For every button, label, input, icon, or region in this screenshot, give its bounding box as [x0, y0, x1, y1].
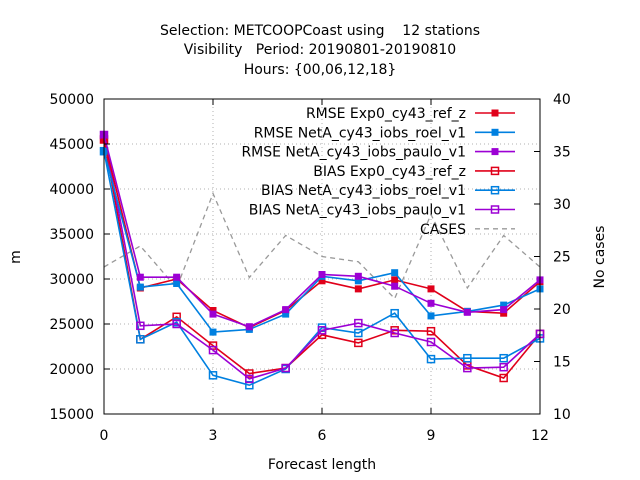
title-line-2: Visibility Period: 20190801-20190810	[184, 42, 456, 58]
data-point	[209, 328, 217, 336]
series-line	[103, 151, 541, 387]
title-line-3: Hours: {00,06,12,18}	[244, 62, 397, 78]
y2-tick-label: 20	[553, 302, 571, 318]
title-line-1: Selection: METCOOPCoast using 12 station…	[160, 23, 480, 39]
legend-swatch-marker	[491, 109, 499, 117]
y2-tick-label: 30	[553, 197, 571, 213]
data-point	[173, 273, 181, 281]
data-point	[499, 353, 508, 363]
y2-axis-label: No cases	[592, 226, 608, 289]
y2-tick-label: 25	[553, 250, 571, 266]
x-tick-label: 3	[209, 428, 218, 444]
y2-tick-label: 35	[553, 145, 571, 161]
y-tick-label: 25000	[49, 317, 94, 333]
data-point	[245, 323, 253, 331]
legend-swatch-marker	[490, 166, 500, 176]
data-point	[427, 299, 435, 307]
y2-tick-label: 40	[553, 92, 571, 108]
data-point	[208, 371, 218, 380]
data-point	[173, 280, 181, 287]
data-point	[245, 374, 254, 384]
data-point	[317, 326, 327, 335]
data-point	[282, 306, 290, 314]
data-point	[427, 285, 435, 293]
legend-label: BIAS NetA_cy43_iobs_roel_v1	[261, 183, 466, 199]
legend-swatch-marker	[491, 148, 499, 156]
x-tick-label: 0	[100, 428, 109, 444]
legend-label: BIAS NetA_cy43_iobs_paulo_v1	[249, 203, 466, 219]
y-tick-label: 40000	[49, 182, 94, 198]
title: Selection: METCOOPCoast using 12 station…	[160, 23, 480, 78]
y-tick-label: 20000	[49, 362, 94, 378]
series-3	[100, 131, 544, 331]
data-point	[463, 353, 472, 363]
data-point	[136, 273, 144, 281]
data-point	[172, 319, 181, 329]
data-point	[354, 328, 363, 338]
series-7	[103, 191, 541, 300]
data-point	[354, 338, 363, 348]
data-point	[245, 369, 254, 378]
data-point	[208, 341, 218, 350]
data-point	[354, 285, 362, 293]
data-point	[500, 306, 508, 314]
data-point	[208, 345, 218, 355]
data-point	[426, 326, 436, 336]
data-point	[427, 312, 435, 320]
legend-swatch-marker	[491, 128, 499, 136]
series-layer	[99, 130, 545, 390]
legend-label: CASES	[420, 222, 466, 238]
axes: 15000 20000 25000 30000 35000 40000 45000 50000…	[49, 92, 570, 444]
legend-swatch-marker	[490, 205, 500, 214]
data-point	[354, 318, 363, 328]
y-tick-label: 30000	[49, 272, 94, 288]
data-point	[463, 363, 472, 373]
y-tick-label: 50000	[49, 92, 94, 108]
legend-label: RMSE Exp0_cy43_ref_z	[306, 106, 466, 122]
data-point	[391, 269, 399, 277]
y-tick-label: 45000	[49, 137, 94, 153]
data-point	[354, 272, 362, 280]
data-point	[463, 308, 471, 316]
series-line	[103, 191, 541, 300]
legend-label: BIAS Exp0_cy43_ref_z	[313, 164, 466, 180]
data-point	[426, 354, 436, 364]
x-tick-label: 12	[531, 428, 549, 444]
data-point	[390, 328, 399, 338]
y2-tick-label: 15	[553, 355, 571, 371]
legend-swatch-marker	[490, 185, 500, 195]
data-point	[136, 335, 145, 344]
y2-tick-label: 10	[553, 407, 571, 423]
series-6	[99, 130, 545, 384]
data-point	[391, 276, 399, 284]
x-axis-label: Forecast length	[268, 457, 376, 473]
data-point	[499, 362, 508, 372]
y-tick-label: 15000	[49, 407, 94, 423]
data-point	[426, 337, 436, 347]
y-tick-label: 35000	[49, 227, 94, 243]
legend-label: RMSE NetA_cy43_iobs_paulo_v1	[241, 145, 466, 161]
data-point	[391, 282, 399, 290]
data-point	[136, 283, 144, 291]
data-point	[281, 363, 290, 373]
data-point	[136, 321, 145, 331]
legend: RMSE Exp0_cy43_ref_z RMSE NetA_cy43_iobs_…	[241, 106, 515, 238]
data-point	[390, 308, 399, 318]
data-point	[499, 373, 508, 383]
series-line	[103, 139, 541, 379]
legend-label: RMSE NetA_cy43_iobs_roel_v1	[254, 125, 466, 141]
y-axis-label: m	[8, 250, 24, 264]
series-line	[103, 134, 541, 380]
data-point	[318, 271, 326, 278]
x-tick-label: 9	[427, 428, 436, 444]
data-point	[209, 310, 217, 318]
x-tick-label: 6	[318, 428, 327, 444]
